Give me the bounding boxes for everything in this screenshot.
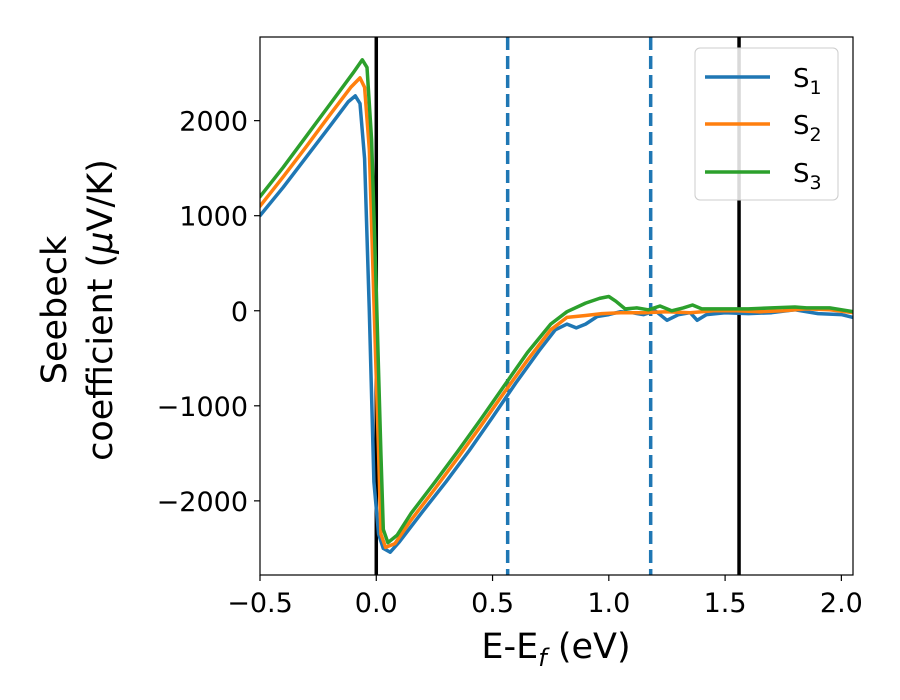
y-axis-title-prefix: coefficient ( <box>81 254 121 461</box>
x-tick-label: −0.5 <box>227 588 293 619</box>
y-axis-title-mu: μ <box>81 231 121 254</box>
svg-text:S3: S3 <box>793 159 822 194</box>
y-tick-label: 2000 <box>179 107 248 138</box>
series-line-s3 <box>260 58 853 545</box>
plot-frame <box>259 36 854 576</box>
x-tick-label: 1.0 <box>587 588 630 619</box>
y-axis-title-suffix: V/K) <box>81 159 121 231</box>
y-axis-title-line2: coefficient (μV/K) <box>81 159 121 461</box>
x-axis-title: E-Ef (eV) <box>481 627 630 672</box>
x-axis-title-main: E-E <box>481 627 538 667</box>
x-tick-label: 1.5 <box>704 588 747 619</box>
x-axis-title-unit: (eV) <box>547 627 631 667</box>
y-axis-title-line1: Seebeck <box>35 235 75 384</box>
legend-entry-s1: S1 <box>705 64 822 99</box>
y-tick-label: 1000 <box>179 202 248 233</box>
legend-entry-s3: S3 <box>705 159 822 194</box>
legend-label-s2: S <box>793 111 810 141</box>
series-lines <box>260 58 853 554</box>
x-axis-ticks: −0.5 0.0 0.5 1.0 1.5 2.0 <box>227 575 863 619</box>
legend: S1 S2 S3 <box>694 47 839 201</box>
legend-label-s3: S <box>793 159 810 189</box>
x-tick-label: 0.0 <box>355 588 398 619</box>
legend-label-s1: S <box>793 64 810 94</box>
y-tick-label: 0 <box>231 297 248 328</box>
series-line-s1 <box>260 94 853 554</box>
series-line-s2 <box>260 76 853 550</box>
legend-sub-s2: 2 <box>810 124 822 146</box>
svg-text:S1: S1 <box>793 64 822 99</box>
y-axis-title: Seebeck coefficient (μV/K) <box>35 159 121 461</box>
x-tick-label: 0.5 <box>471 588 514 619</box>
svg-text:S2: S2 <box>793 111 822 146</box>
legend-entry-s2: S2 <box>705 111 822 146</box>
legend-sub-s3: 3 <box>810 172 822 194</box>
x-tick-label: 2.0 <box>820 588 863 619</box>
y-axis-ticks: −2000 −1000 0 1000 2000 <box>157 107 260 518</box>
legend-sub-s1: 1 <box>810 77 822 99</box>
y-tick-label: −1000 <box>157 392 248 423</box>
y-tick-label: −2000 <box>157 487 248 518</box>
